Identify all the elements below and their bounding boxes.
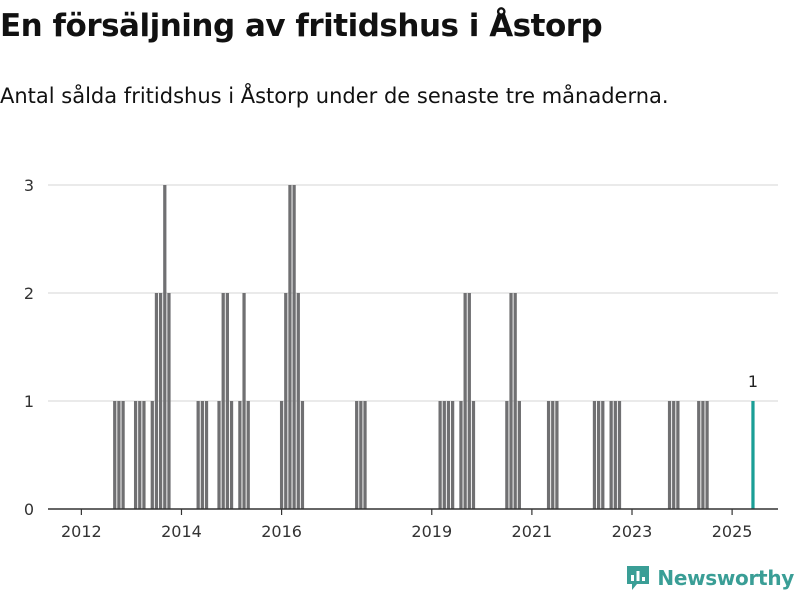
bar-2017-08 <box>359 401 363 509</box>
bar-2020-09 <box>513 293 517 509</box>
bar-2013-10 <box>167 293 171 509</box>
y-tick-label: 2 <box>24 284 34 303</box>
bar-2014-05 <box>196 401 200 509</box>
bar-2021-05 <box>546 401 551 509</box>
bar-2022-10 <box>617 401 622 509</box>
data-label: 1 <box>748 372 758 391</box>
bar-2020-10 <box>517 401 521 509</box>
bar-2022-05 <box>597 401 601 509</box>
bar-2013-06 <box>150 401 154 509</box>
bar-2014-06 <box>200 401 204 509</box>
bars <box>113 185 755 509</box>
newsworthy-logo-icon <box>627 566 650 590</box>
bar-2019-05 <box>446 401 451 509</box>
bar-2022-08 <box>609 401 613 509</box>
x-tick-label: 2012 <box>61 522 102 541</box>
bar-2012-11 <box>121 401 125 509</box>
bar-2021-06 <box>551 401 555 509</box>
bar-2022-06 <box>601 401 605 509</box>
bar-2012-09 <box>113 401 117 509</box>
bar-2024-07 <box>705 401 709 509</box>
data-labels: 1 <box>748 372 758 391</box>
bar-2023-10 <box>667 401 672 509</box>
x-tick-label: 2016 <box>261 522 302 541</box>
bar-2014-11 <box>221 293 225 509</box>
bar-2020-08 <box>509 293 513 509</box>
y-tick-label: 1 <box>24 392 34 411</box>
bar-2021-07 <box>555 401 559 509</box>
bar-2015-05 <box>246 401 250 509</box>
bar-2024-05 <box>697 401 701 509</box>
bar-2025-06 <box>751 401 755 509</box>
bar-2016-04 <box>292 185 296 509</box>
bar-2013-04 <box>142 401 146 509</box>
bar-2019-11 <box>471 401 476 509</box>
bar-2012-10 <box>117 401 121 509</box>
bar-2019-08 <box>459 401 463 509</box>
bar-2019-09 <box>463 293 467 509</box>
bar-2016-06 <box>300 401 305 509</box>
bar-2017-07 <box>355 401 359 509</box>
bar-2015-01 <box>229 401 234 509</box>
x-tick-label: 2021 <box>512 522 553 541</box>
y-tick-label: 3 <box>24 176 34 195</box>
bar-2022-04 <box>592 401 597 509</box>
x-axis-ticks: 2012 2014 2016 2019 2021 2023 2025 <box>61 509 752 541</box>
bar-2013-03 <box>138 401 142 509</box>
bar-2017-09 <box>363 401 367 509</box>
bar-2013-07 <box>154 293 159 509</box>
bar-2024-06 <box>701 401 705 509</box>
bar-2014-07 <box>204 401 209 509</box>
chart-title: En försäljning av fritidshus i Åstorp <box>0 8 603 44</box>
bar-2022-09 <box>613 401 617 509</box>
x-tick-label: 2023 <box>612 522 653 541</box>
y-tick-label: 0 <box>24 500 34 519</box>
bar-2015-03 <box>238 401 242 509</box>
y-axis-ticks: 0 1 2 3 <box>24 176 34 519</box>
bar-2015-04 <box>242 293 246 509</box>
x-tick-label: 2019 <box>411 522 452 541</box>
bar-2019-04 <box>442 401 446 509</box>
bar-2023-11 <box>672 401 676 509</box>
bar-2016-02 <box>284 293 288 509</box>
bar-2016-03 <box>288 185 292 509</box>
chart-subtitle: Antal sålda fritidshus i Åstorp under de… <box>0 84 669 108</box>
bar-2014-12 <box>225 293 229 509</box>
bar-2013-02 <box>133 401 138 509</box>
x-tick-label: 2014 <box>161 522 202 541</box>
bar-2019-06 <box>451 401 455 509</box>
bar-2019-10 <box>467 293 471 509</box>
bar-2014-10 <box>217 401 221 509</box>
bar-2016-01 <box>279 401 284 509</box>
brand-name: Newsworthy <box>657 566 794 590</box>
bar-2016-05 <box>296 293 300 509</box>
newsworthy-logo: Newsworthy <box>625 564 794 592</box>
bar-2013-08 <box>159 293 163 509</box>
bar-2019-03 <box>438 401 442 509</box>
x-tick-label: 2025 <box>712 522 753 541</box>
bar-2023-12 <box>676 401 680 509</box>
bar-2020-07 <box>505 401 509 509</box>
bar-2013-09 <box>163 185 167 509</box>
